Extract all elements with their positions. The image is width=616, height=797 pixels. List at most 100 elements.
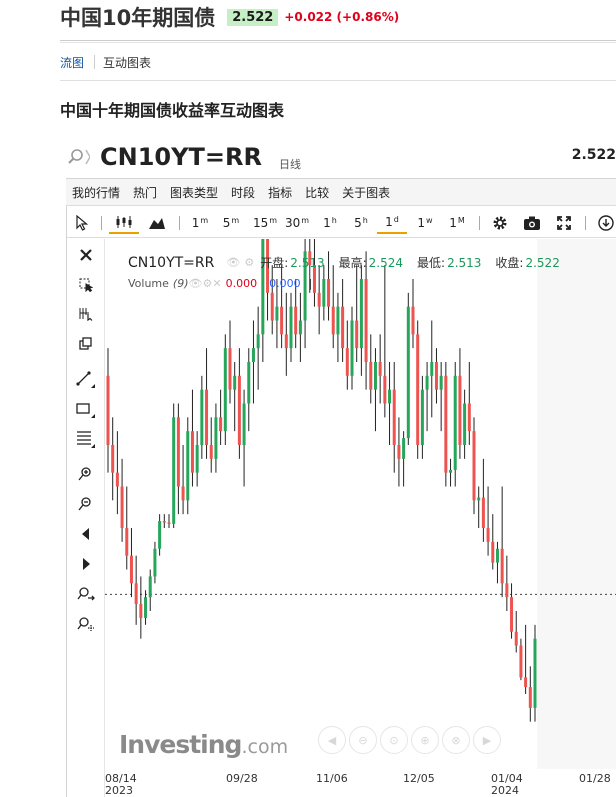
menu-compare[interactable]: 比较 — [305, 185, 330, 200]
volume-remove-icon[interactable]: ✕ — [212, 277, 222, 290]
symbol-period: 日线 — [279, 158, 301, 171]
candle — [331, 265, 335, 349]
download-icon[interactable] — [595, 212, 616, 234]
interval-number: 5 — [222, 216, 231, 230]
instrument-title: 中国10年期国债 — [60, 6, 216, 30]
clone-tool-icon[interactable] — [75, 334, 97, 354]
zoom-fit-round-icon[interactable]: ⊗ — [442, 726, 470, 754]
close-value: 2.522 — [525, 255, 560, 270]
candle — [500, 486, 504, 598]
x-axis-tick-label: 08/14 2023 — [105, 772, 137, 797]
candle — [214, 403, 218, 473]
candle — [477, 486, 481, 528]
candle — [200, 375, 204, 459]
fibonacci-lines-icon[interactable] — [75, 429, 97, 449]
candle — [280, 265, 284, 349]
visibility-eye-icon[interactable]: 👁 — [226, 256, 241, 269]
zoom-out-round-icon[interactable]: ⊖ — [349, 726, 377, 754]
interval-unit: m — [231, 215, 240, 225]
interval-15m[interactable]: 15 m — [251, 212, 279, 234]
candle — [181, 445, 185, 515]
menu-popular[interactable]: 热门 — [133, 185, 158, 200]
candle — [430, 320, 434, 418]
menu-about-chart[interactable]: 关于图表 — [342, 185, 391, 200]
x-axis-tick-label: 01/04 2024 — [491, 772, 523, 797]
settings-icon[interactable]: ⚙ — [244, 256, 255, 269]
interval-30m[interactable]: 30 m — [283, 212, 311, 234]
candle — [322, 265, 326, 321]
high-label: 最高: — [338, 256, 367, 270]
measure-tool-icon[interactable] — [75, 304, 97, 324]
volume-label: Volume — [128, 277, 169, 290]
candle — [144, 590, 148, 625]
candle — [505, 555, 509, 611]
cursor-tool-icon[interactable] — [73, 212, 91, 234]
zoom-reset-icon[interactable] — [75, 614, 97, 634]
fullscreen-icon[interactable] — [553, 212, 575, 234]
sub-navigation: 流图 互动图表 — [60, 52, 151, 72]
symbol-name[interactable]: CN10YT=RR — [100, 143, 262, 171]
candle — [294, 279, 298, 349]
instrument-header: 中国10年期国债 2.522 +0.022 (+0.86%) — [60, 2, 399, 32]
candle — [444, 362, 448, 487]
menu-my-quotes[interactable]: 我的行情 — [72, 185, 121, 200]
interactive-chart-tab[interactable]: 互动图表 — [103, 55, 152, 70]
candle — [345, 320, 349, 390]
candle — [481, 458, 485, 542]
crosshair-cursor-icon[interactable] — [75, 275, 97, 295]
zoom-in-icon[interactable] — [75, 464, 97, 484]
candle — [411, 279, 415, 349]
volume-visibility-icon[interactable]: 👁 — [188, 277, 203, 290]
candlestick-chart-icon[interactable] — [109, 212, 139, 234]
high-value: 2.524 — [368, 255, 404, 270]
zoom-out-icon[interactable] — [75, 494, 97, 514]
candle — [129, 528, 133, 598]
flow-chart-link[interactable]: 流图 — [60, 55, 85, 70]
rectangle-tool-icon[interactable] — [75, 399, 97, 419]
volume-settings-icon[interactable]: ⚙ — [202, 277, 213, 290]
zoom-reset-round-icon[interactable]: ⊙ — [380, 726, 408, 754]
close-icon[interactable] — [75, 245, 97, 265]
scroll-right-icon[interactable] — [75, 554, 97, 574]
candle — [397, 417, 401, 487]
candle — [134, 555, 138, 625]
candle — [336, 292, 340, 362]
settings-gear-icon[interactable] — [489, 212, 511, 234]
cursor-caret: | — [308, 277, 313, 290]
header-divider — [60, 40, 616, 43]
open-label: 开盘: — [260, 256, 289, 270]
candlestick-chart[interactable] — [105, 239, 616, 769]
candle — [261, 239, 265, 362]
candle — [317, 265, 321, 335]
candle — [359, 265, 363, 376]
candle — [111, 417, 115, 501]
menu-timeframe[interactable]: 时段 — [231, 185, 256, 200]
menu-chart-type[interactable]: 图表类型 — [170, 185, 219, 200]
camera-icon[interactable] — [521, 212, 543, 234]
toolbar-divider — [179, 216, 180, 230]
symbol-search-icon[interactable] — [66, 147, 91, 167]
interval-unit: M — [457, 215, 465, 225]
interval-number: 15 — [252, 216, 269, 230]
area-chart-icon[interactable] — [147, 212, 167, 234]
scroll-back-icon[interactable]: ◀ — [318, 726, 346, 754]
scroll-left-icon[interactable] — [75, 524, 97, 544]
candle — [242, 389, 246, 487]
zoom-in-round-icon[interactable]: ⊕ — [411, 726, 439, 754]
candle — [463, 389, 467, 459]
zoom-fit-right-icon[interactable] — [75, 584, 97, 604]
candle — [223, 334, 227, 445]
candle — [209, 417, 213, 473]
toolbar-divider — [585, 216, 586, 230]
scroll-forward-icon[interactable]: ▶ — [473, 726, 501, 754]
candle — [205, 348, 209, 459]
menu-indicators[interactable]: 指标 — [268, 185, 293, 200]
trend-line-icon[interactable] — [75, 369, 97, 389]
